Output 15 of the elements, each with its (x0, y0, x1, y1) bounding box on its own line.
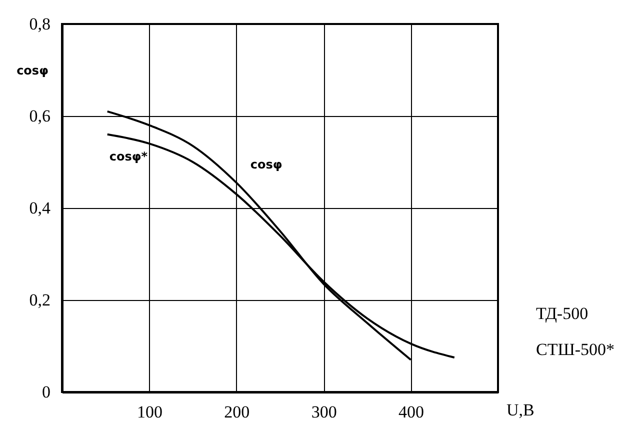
y-tick-label: 0,2 (29, 290, 50, 310)
series-label: cosφ (250, 158, 282, 172)
x-tick-label: 100 (136, 402, 162, 422)
y-axis-title: cosφ (16, 64, 48, 78)
text: ТД-500 (536, 304, 588, 323)
y-tick-label: 0,6 (29, 106, 50, 126)
x-tick-label: 400 (398, 402, 424, 422)
y-tick-label: 0,8 (29, 14, 50, 34)
x-tick-label: 200 (224, 402, 250, 422)
x-axis-title: U,B (506, 400, 534, 420)
y-tick-label: 0 (42, 382, 50, 402)
series-label: cosφ* (109, 149, 148, 164)
text: СТШ-500* (536, 340, 615, 359)
x-tick-label: 300 (311, 402, 337, 422)
y-tick-label: 0,4 (29, 198, 51, 218)
